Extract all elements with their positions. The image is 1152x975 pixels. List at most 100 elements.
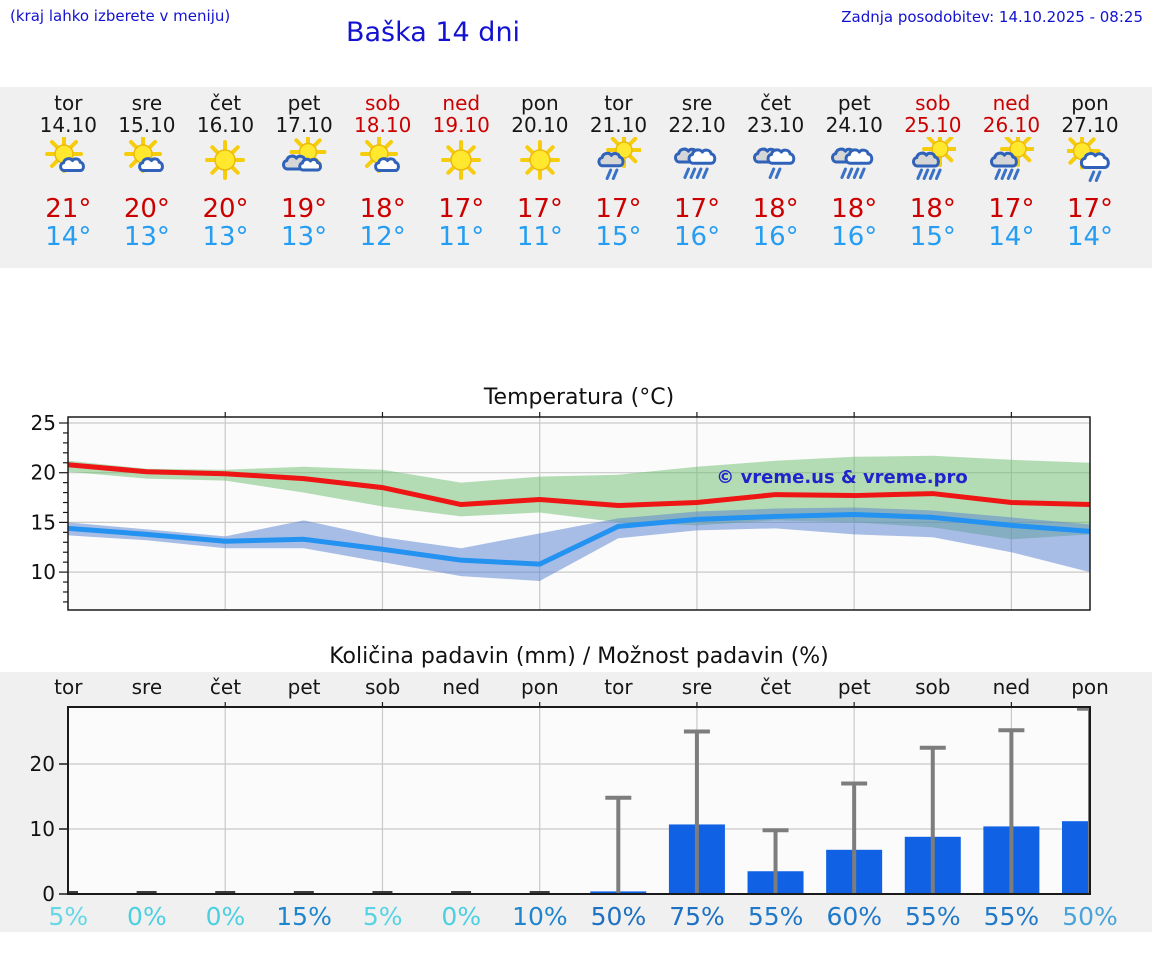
- day-name: pet: [287, 91, 321, 115]
- svg-text:25: 25: [31, 411, 56, 435]
- precip-chart-title: Količina padavin (mm) / Možnost padavin …: [329, 644, 829, 669]
- day-date: 18.10: [354, 113, 412, 137]
- day-high-temp: 20°: [202, 194, 249, 224]
- day-name: pon: [1071, 91, 1109, 115]
- day-high-temp: 17°: [674, 194, 721, 224]
- day-date: 21.10: [589, 113, 648, 137]
- day-low-temp: 15°: [909, 222, 956, 252]
- precip-probability: 0%: [127, 902, 167, 931]
- precip-day-label: sre: [131, 675, 163, 699]
- precip-day-label: pet: [837, 675, 871, 699]
- day-column: sob 25.10 18° 15°: [894, 92, 973, 251]
- day-name: ned: [442, 91, 481, 115]
- precip-probability: 5%: [362, 902, 403, 931]
- day-high-temp: 18°: [359, 194, 406, 224]
- day-column: pon 27.10 17° 14°: [1051, 92, 1130, 251]
- location-hint: (kraj lahko izberete v meniju): [10, 7, 231, 25]
- precip-day-label: sob: [364, 675, 401, 699]
- precip-probability: 55%: [905, 902, 961, 931]
- day-date: 19.10: [432, 113, 490, 137]
- day-name: sre: [131, 91, 163, 115]
- day-name: tor: [54, 91, 83, 115]
- day-column: čet 23.10 18° 16°: [736, 92, 815, 251]
- precip-day-label: ned: [992, 675, 1031, 699]
- day-name: tor: [604, 91, 633, 115]
- day-high-temp: 17°: [988, 194, 1035, 224]
- day-date: 16.10: [196, 113, 255, 137]
- day-date: 14.10: [39, 113, 97, 137]
- precip-day-label-row: tor sre čet pet sob ned pon tor sre čet pet sob ned p…: [29, 675, 1129, 699]
- day-date: 15.10: [118, 113, 176, 137]
- day-high-temp: 18°: [831, 194, 878, 224]
- day-name: sob: [364, 91, 401, 115]
- watermark-link[interactable]: © vreme.us & vreme.pro: [716, 467, 968, 488]
- precip-day-label: tor: [54, 675, 83, 699]
- day-column: pon 20.10 17° 11°: [501, 92, 580, 251]
- sun-cloud-rain-4-icon: [972, 137, 1051, 185]
- precip-probability: 10%: [512, 902, 568, 931]
- day-high-temp: 17°: [1066, 194, 1114, 224]
- day-high-temp: 17°: [595, 194, 642, 224]
- day-name: sob: [915, 91, 951, 115]
- sun-whitecloud-rain-2-icon: [1051, 137, 1130, 185]
- sun-small-cloud-icon: [343, 137, 422, 185]
- day-high-temp: 17°: [516, 194, 563, 224]
- precip-probability: 5%: [48, 902, 89, 931]
- precip-probability: 0%: [441, 902, 482, 931]
- day-name: sre: [681, 91, 713, 115]
- precip-day-label: čet: [209, 675, 242, 699]
- day-low-temp: 16°: [831, 222, 878, 252]
- day-column: pet 24.10 18° 16°: [815, 92, 894, 251]
- precip-day-label: pon: [1071, 675, 1109, 699]
- precip-day-label: čet: [760, 675, 792, 699]
- temp-chart-title: Temperatura (°C): [483, 385, 675, 410]
- day-date: 26.10: [982, 113, 1041, 137]
- day-high-temp: 19°: [281, 194, 328, 224]
- day-name: ned: [992, 91, 1031, 115]
- day-name: čet: [760, 91, 792, 115]
- day-low-temp: 14°: [1066, 222, 1114, 252]
- svg-text:10: 10: [30, 817, 55, 841]
- day-date: 23.10: [747, 113, 805, 137]
- sun-cloud-rain-4-icon: [894, 137, 973, 185]
- precipitation-chart: 0 10 20: [30, 702, 1091, 905]
- svg-text:10: 10: [31, 560, 56, 584]
- day-column: čet 16.10 20° 13°: [186, 92, 265, 251]
- clouds-rain-2-icon: [736, 137, 815, 185]
- precip-probability: 60%: [826, 902, 883, 931]
- precip-day-label: sob: [915, 675, 951, 699]
- page-title: Baška 14 dni: [345, 17, 521, 48]
- day-column: sob 18.10 18° 12°: [343, 92, 422, 251]
- day-column: ned 19.10 17° 11°: [422, 92, 501, 251]
- day-low-temp: 16°: [752, 222, 799, 252]
- day-date: 24.10: [825, 113, 883, 137]
- day-column: sre 22.10 17° 16°: [658, 92, 737, 251]
- precip-probability: 50%: [1062, 902, 1118, 931]
- precip-probability-row: 5% 0% 0% 15% 5% 0% 10% 50% 75% 55% 60% 55% 55% 50%: [29, 902, 1129, 931]
- svg-text:15: 15: [31, 510, 56, 534]
- day-name: čet: [209, 91, 242, 115]
- precip-day-label: pon: [521, 675, 559, 699]
- precip-day-label: ned: [442, 675, 481, 699]
- day-low-temp: 13°: [123, 222, 170, 252]
- day-date: 20.10: [511, 113, 569, 137]
- day-date: 17.10: [275, 113, 333, 137]
- sun-icon: [422, 137, 501, 185]
- day-name: pon: [521, 91, 559, 115]
- forecast-strip: tor 14.10 21° 14° sre 15.10 20° 13° čet 16.10 20° 1…: [0, 87, 1152, 268]
- precip-probability: 55%: [747, 902, 804, 931]
- day-column: tor 21.10 17° 15°: [579, 92, 658, 251]
- day-low-temp: 13°: [281, 222, 328, 252]
- day-low-temp: 16°: [674, 222, 721, 252]
- sun-small-cloud-icon: [29, 137, 108, 185]
- svg-text:20: 20: [31, 461, 56, 485]
- day-low-temp: 15°: [595, 222, 642, 252]
- day-high-temp: 21°: [45, 194, 92, 224]
- precip-probability: 15%: [276, 902, 332, 931]
- sun-gray-cloud-icon: [265, 137, 344, 185]
- clouds-rain-4-icon: [658, 137, 737, 185]
- svg-text:20: 20: [30, 752, 55, 776]
- day-column: ned 26.10 17° 14°: [972, 92, 1051, 251]
- temperature-chart: 10 15 20 25: [31, 411, 1091, 611]
- day-date: 25.10: [904, 113, 962, 137]
